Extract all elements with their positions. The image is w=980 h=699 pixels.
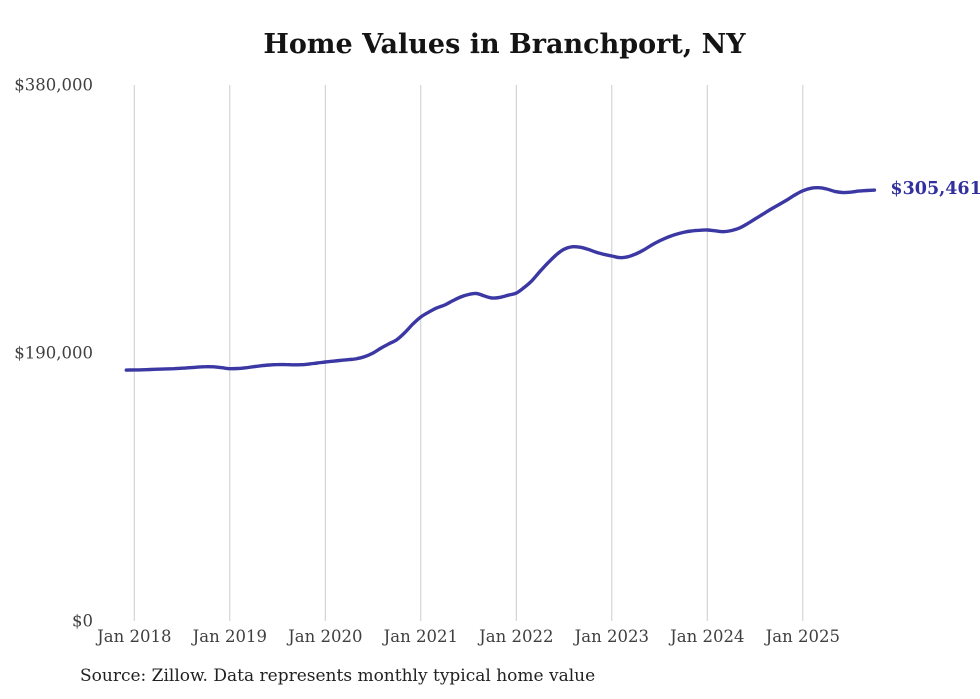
x-axis-tick-label: Jan 2024 bbox=[668, 627, 744, 646]
x-axis-tick-label: Jan 2021 bbox=[382, 627, 458, 646]
x-axis-tick-label: Jan 2025 bbox=[764, 627, 840, 646]
y-axis-tick-label: $0 bbox=[72, 612, 93, 631]
chart-title: Home Values in Branchport, NY bbox=[263, 29, 746, 60]
x-axis-tick-label: Jan 2022 bbox=[477, 627, 553, 646]
x-axis-tick-label: Jan 2018 bbox=[95, 627, 171, 646]
home-value-line bbox=[124, 185, 877, 372]
y-axis-tick-label: $380,000 bbox=[14, 76, 93, 95]
x-axis-tick-label: Jan 2020 bbox=[286, 627, 362, 646]
y-axis-tick-label: $190,000 bbox=[14, 344, 93, 363]
source-note: Source: Zillow. Data represents monthly … bbox=[80, 666, 596, 686]
latest-value-label: $305,461 bbox=[890, 179, 980, 199]
x-axis-tick-label: Jan 2023 bbox=[573, 627, 649, 646]
x-axis-tick-label: Jan 2019 bbox=[191, 627, 267, 646]
